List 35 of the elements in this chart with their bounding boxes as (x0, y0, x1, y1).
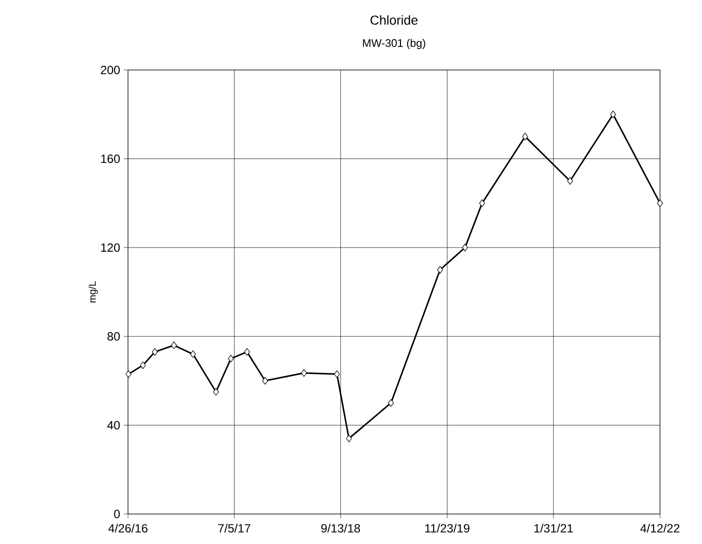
point (479, 199, 486, 207)
point (388, 399, 394, 407)
point (567, 177, 573, 185)
x-tick-label: 11/23/19 (425, 524, 470, 533)
y-tick-label: 160 (101, 154, 120, 164)
point (213, 388, 219, 396)
y-tick-label: 200 (100, 66, 120, 74)
y-axis-title: mg/L (88, 281, 98, 302)
point (437, 266, 443, 274)
x-tick-label: 1/31/21 (534, 524, 573, 533)
point (171, 341, 177, 350)
x-tick-label: 4/12/22 (640, 524, 680, 533)
point (152, 348, 158, 356)
point (262, 376, 268, 385)
x-tick-label: 9/13/18 (321, 524, 360, 533)
point (126, 370, 132, 378)
point (522, 132, 528, 140)
point (346, 434, 352, 442)
y-tick-label: 120 (101, 243, 120, 252)
point (301, 369, 307, 377)
y-tick-label: 80 (107, 332, 120, 341)
x-tick-label: 4/26/16 (108, 524, 148, 533)
point (190, 350, 196, 358)
point (244, 348, 250, 356)
chart-subtitle: MW-301 (bg) (363, 38, 426, 50)
point (462, 244, 468, 252)
point (610, 110, 616, 118)
point (140, 361, 146, 370)
x-tick-label: 7/5/17 (218, 524, 250, 533)
y-tick-label: 40 (107, 420, 120, 430)
y-tick-label: 0 (114, 510, 120, 518)
chart-title: Chloride (370, 15, 418, 25)
point (334, 370, 340, 378)
point (228, 354, 234, 362)
point (657, 199, 663, 207)
